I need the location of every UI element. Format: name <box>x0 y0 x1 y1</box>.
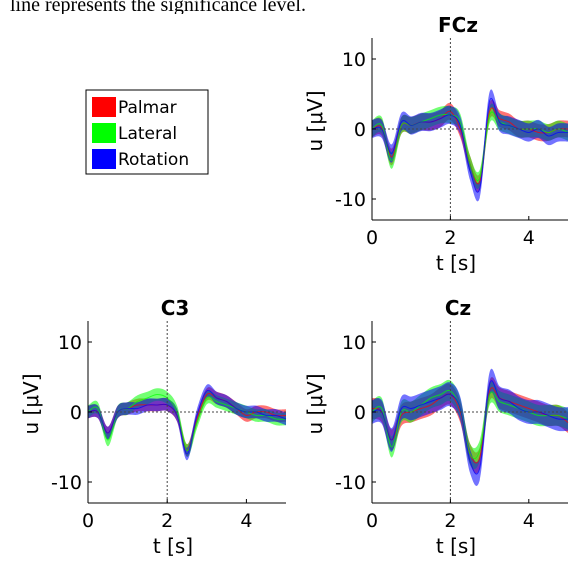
band-c3-lateral <box>88 388 286 457</box>
legend-swatch-palmar <box>92 97 116 117</box>
legend-label-lateral: Lateral <box>118 124 177 144</box>
xtick-label: 4 <box>523 510 535 532</box>
ytick-label: -10 <box>51 472 82 494</box>
xtick-label: 2 <box>161 510 173 532</box>
ytick-label: 10 <box>58 332 82 354</box>
ytick-label: 0 <box>354 119 366 141</box>
ytick-label: 0 <box>70 402 82 424</box>
ytick-label: -10 <box>335 189 366 211</box>
band-cz-rotation <box>372 368 568 486</box>
ytick-label: -10 <box>335 472 366 494</box>
mean-fcz-lateral <box>371 111 569 182</box>
legend-label-rotation: Rotation <box>118 150 189 170</box>
mean-c3-lateral <box>87 393 287 452</box>
band-c3-rotation <box>88 384 286 461</box>
xtick-label: 0 <box>366 510 378 532</box>
legend: Palmar Lateral Rotation <box>85 89 209 175</box>
ylabel-c3: u [μV] <box>19 373 43 434</box>
xtick-label: 0 <box>366 227 378 249</box>
mean-fcz-rotation <box>371 98 569 193</box>
ytick-label: 10 <box>342 49 366 71</box>
legend-label-palmar: Palmar <box>118 98 177 118</box>
xtick-label: 2 <box>444 510 456 532</box>
band-fcz-rotation <box>372 89 568 202</box>
xtick-label: 4 <box>523 227 535 249</box>
caption-fragment: line represents the significance level. <box>10 0 306 14</box>
mean-c3-palmar <box>87 392 287 452</box>
panel-title-fcz: FCz <box>438 13 478 37</box>
xlabel-c3: t [s] <box>153 534 193 558</box>
mean-cz-lateral <box>371 389 569 460</box>
xlabel-cz: t [s] <box>436 534 476 558</box>
xtick-label: 2 <box>444 227 456 249</box>
ytick-label: 0 <box>354 402 366 424</box>
xtick-label: 4 <box>240 510 252 532</box>
xlabel-fcz: t [s] <box>436 251 476 275</box>
ylabel-cz: u [μV] <box>303 373 327 434</box>
ylabel-fcz: u [μV] <box>303 90 327 151</box>
legend-swatch-lateral <box>92 123 116 143</box>
mean-cz-rotation <box>371 380 569 475</box>
panel-title-c3: C3 <box>161 296 190 320</box>
xtick-label: 0 <box>82 510 94 532</box>
ytick-label: 10 <box>342 332 366 354</box>
legend-swatch-rotation <box>92 149 116 169</box>
panel-title-cz: Cz <box>445 296 471 320</box>
